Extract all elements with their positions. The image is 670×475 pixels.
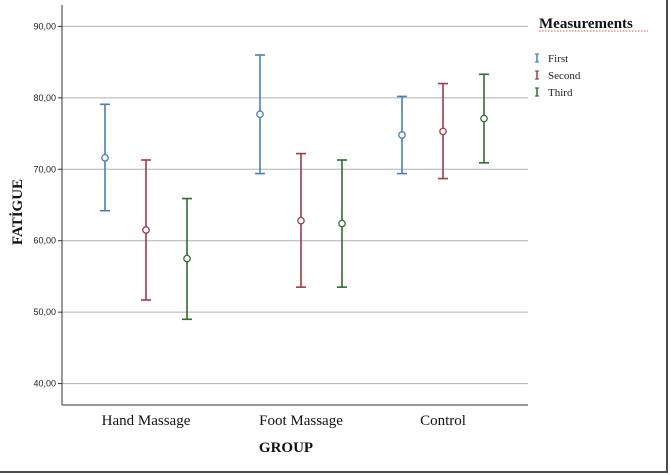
mean-marker (256, 110, 264, 119)
legend-label: Second (548, 70, 581, 82)
mean-marker (142, 226, 150, 234)
legend-item-first: First (535, 53, 568, 65)
y-tick-label: 40,00 (33, 379, 56, 389)
x-category-label: Hand Massage (102, 413, 191, 429)
error-bar-third (182, 197, 192, 321)
error-bar-second (438, 82, 448, 180)
mean-marker (101, 154, 109, 162)
y-tick-label: 80,00 (33, 93, 56, 103)
error-bar-third (337, 159, 347, 288)
x-category-labels: Hand Massage Foot Massage Control (102, 413, 466, 429)
error-bar-first (100, 103, 110, 212)
legend-label: First (548, 53, 568, 65)
error-bar-third (479, 73, 489, 164)
error-bar-first (255, 54, 265, 175)
legend-label: Third (548, 87, 573, 99)
error-bar-second (141, 159, 151, 301)
mean-marker (338, 219, 346, 228)
error-bar-second (296, 152, 306, 288)
legend: Measurements First Second Third (535, 16, 648, 99)
y-tick-label: 90,00 (33, 21, 56, 31)
x-axis-title: GROUP (259, 440, 313, 456)
mean-marker (398, 131, 406, 139)
x-category-label: Foot Massage (259, 413, 343, 429)
legend-item-second: Second (535, 70, 581, 82)
mean-marker (183, 254, 191, 263)
y-axis-title: FATİGUE (9, 179, 26, 245)
error-bars (100, 54, 489, 321)
y-tick-labels: 40,00 50,00 60,00 70,00 80,00 90,00 (33, 21, 62, 389)
mean-marker (439, 127, 447, 136)
mean-marker (297, 216, 305, 225)
legend-item-third: Third (535, 87, 573, 99)
error-bar-first (397, 95, 407, 175)
x-category-label: Control (420, 413, 466, 429)
y-tick-label: 50,00 (33, 307, 56, 317)
y-tick-label: 60,00 (33, 236, 56, 246)
gridlines (62, 25, 528, 385)
mean-marker (480, 114, 488, 123)
legend-title: Measurements (539, 16, 633, 32)
y-tick-label: 70,00 (33, 164, 56, 174)
